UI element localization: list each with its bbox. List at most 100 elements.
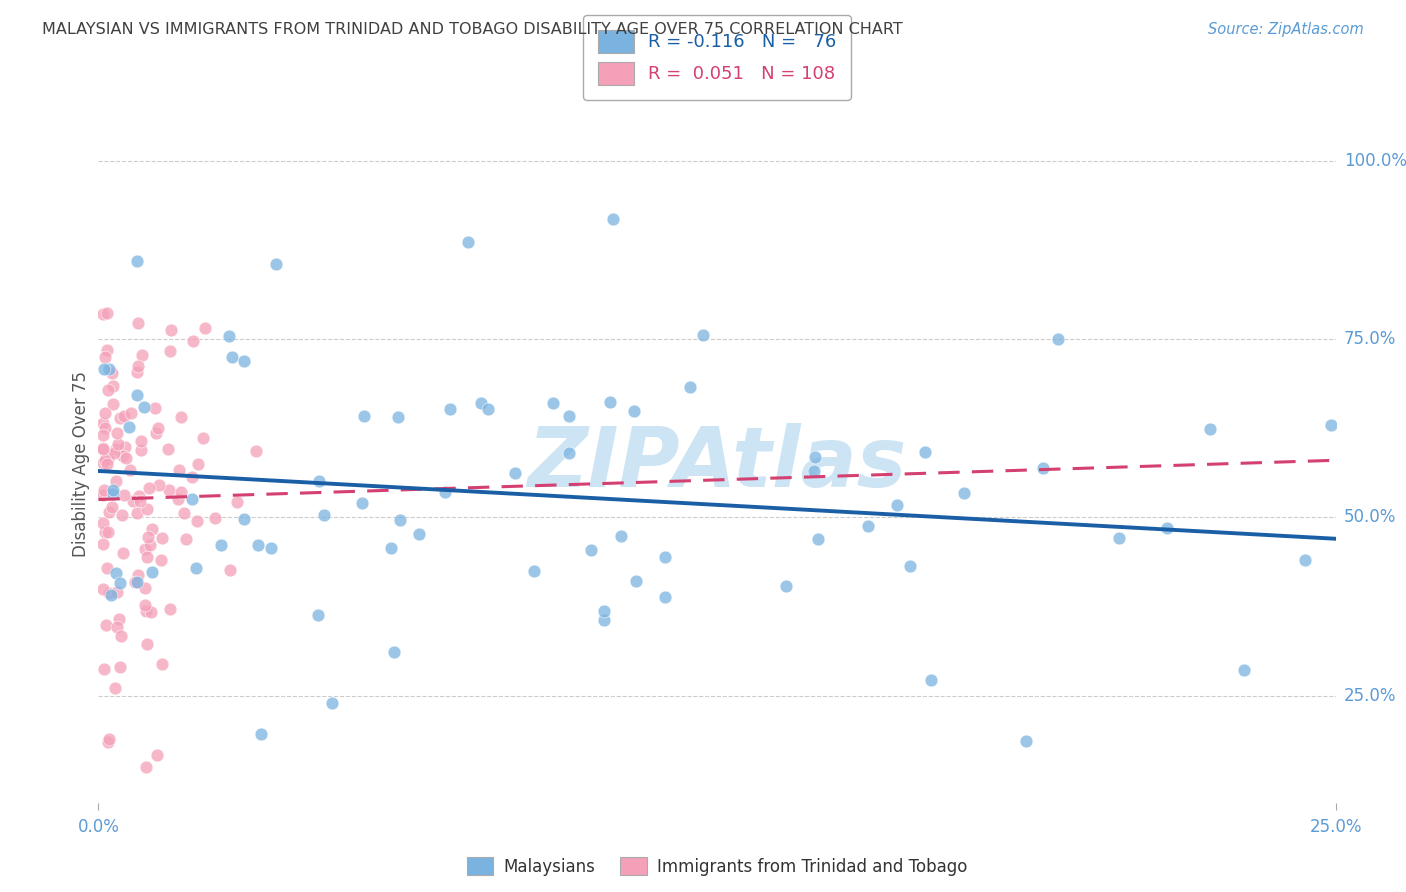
Point xyxy=(97,362,120,376)
Point xyxy=(93,582,115,596)
Point xyxy=(97,524,120,539)
Point xyxy=(593,613,616,627)
Point xyxy=(93,516,115,530)
Point xyxy=(143,401,166,415)
Point xyxy=(93,483,115,498)
Point xyxy=(129,434,152,448)
Point xyxy=(93,416,115,430)
Point xyxy=(122,494,145,508)
Point xyxy=(159,602,181,616)
Point xyxy=(93,453,115,467)
Point xyxy=(120,406,142,420)
Y-axis label: Disability Age Over 75: Disability Age Over 75 xyxy=(72,371,90,557)
Point xyxy=(96,458,118,472)
Point xyxy=(97,735,120,749)
Point xyxy=(209,538,232,552)
Point xyxy=(593,604,616,618)
Point xyxy=(93,456,115,470)
Point xyxy=(135,604,157,618)
Point xyxy=(250,727,273,741)
Point xyxy=(98,505,121,519)
Point xyxy=(112,546,135,560)
Point xyxy=(505,467,527,481)
Point xyxy=(118,420,141,434)
Point xyxy=(169,463,191,477)
Point xyxy=(100,366,122,380)
Point xyxy=(114,440,136,454)
Point xyxy=(101,486,124,500)
Text: ZIPAtlas: ZIPAtlas xyxy=(527,424,907,504)
Point xyxy=(127,567,149,582)
Point xyxy=(157,483,180,498)
Point xyxy=(134,541,156,556)
Point xyxy=(94,524,117,539)
Point xyxy=(246,538,269,552)
Point xyxy=(93,488,115,502)
Point xyxy=(218,563,240,577)
Point xyxy=(898,558,921,573)
Point xyxy=(204,511,226,525)
Point xyxy=(136,550,159,565)
Point xyxy=(626,574,648,589)
Point xyxy=(314,508,336,523)
Point xyxy=(149,553,172,567)
Point xyxy=(886,498,908,512)
Point xyxy=(457,235,479,249)
Point xyxy=(173,507,195,521)
Point xyxy=(104,442,127,456)
Point xyxy=(654,549,676,564)
Point xyxy=(135,637,157,651)
Point xyxy=(232,512,254,526)
Text: MALAYSIAN VS IMMIGRANTS FROM TRINIDAD AND TOBAGO DISABILITY AGE OVER 75 CORRELAT: MALAYSIAN VS IMMIGRANTS FROM TRINIDAD AN… xyxy=(42,22,903,37)
Point xyxy=(146,747,169,762)
Point xyxy=(678,380,700,394)
Point xyxy=(523,564,546,578)
Point xyxy=(103,483,125,497)
Point xyxy=(350,495,373,509)
Point xyxy=(125,365,148,379)
Point xyxy=(127,359,149,373)
Text: 75.0%: 75.0% xyxy=(1344,330,1396,348)
Point xyxy=(112,409,135,423)
Point xyxy=(96,343,118,357)
Text: 25.0%: 25.0% xyxy=(1344,687,1396,705)
Point xyxy=(125,575,148,590)
Point xyxy=(104,681,127,695)
Point xyxy=(138,529,160,543)
Point xyxy=(94,421,117,435)
Point xyxy=(107,436,129,450)
Point xyxy=(101,379,124,393)
Point xyxy=(110,629,132,643)
Point xyxy=(96,561,118,575)
Point xyxy=(470,396,492,410)
Point xyxy=(141,522,163,536)
Point xyxy=(953,486,976,500)
Point xyxy=(380,541,402,556)
Point xyxy=(139,538,162,552)
Point xyxy=(260,541,283,555)
Point xyxy=(128,489,150,503)
Point xyxy=(93,537,115,551)
Point xyxy=(557,446,579,460)
Point xyxy=(439,402,461,417)
Point xyxy=(307,607,329,622)
Point xyxy=(134,581,156,595)
Point xyxy=(170,485,193,500)
Point xyxy=(112,488,135,502)
Point xyxy=(129,443,152,458)
Point xyxy=(187,458,209,472)
Point xyxy=(308,475,330,489)
Point xyxy=(93,427,115,442)
Point xyxy=(610,529,633,543)
Point xyxy=(159,344,181,359)
Point xyxy=(150,657,173,671)
Point xyxy=(221,350,243,364)
Point xyxy=(101,397,124,411)
Point xyxy=(128,494,150,508)
Point xyxy=(139,605,162,619)
Point xyxy=(180,491,202,506)
Point xyxy=(125,506,148,520)
Point xyxy=(141,566,163,580)
Point xyxy=(1047,332,1070,346)
Point xyxy=(135,760,157,774)
